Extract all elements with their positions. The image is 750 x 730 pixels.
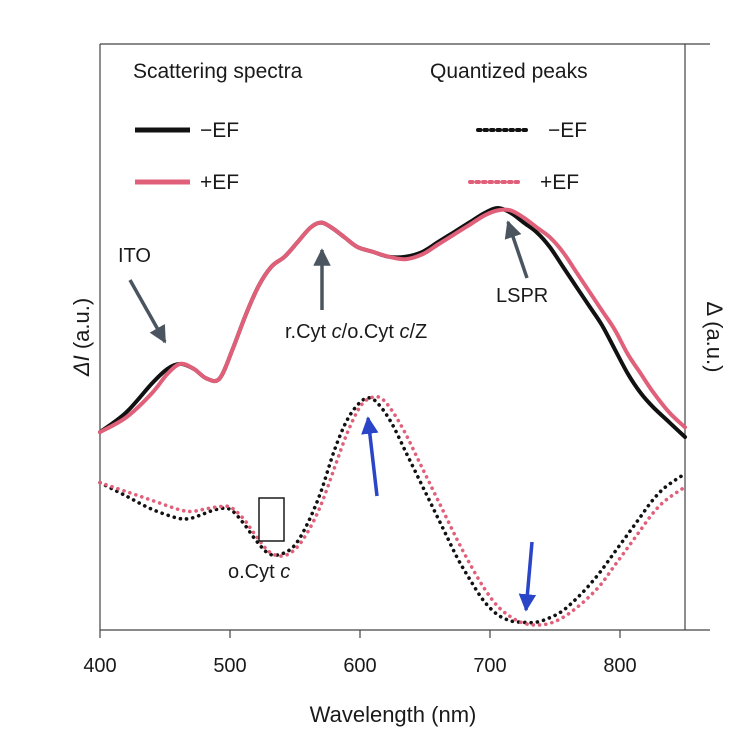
legend-quantized-neg-label: −EF [548, 119, 587, 142]
x-tick-label-400: 400 [83, 655, 116, 677]
annotation-rcyt-prefix: r.Cyt [285, 321, 332, 343]
ocyt-highlight-box [258, 497, 285, 542]
legend-scattering-heading: Scattering spectra [133, 60, 303, 83]
x-tick-label-500: 500 [213, 655, 246, 677]
annotation-rcyt-join: /o.Cyt [342, 321, 400, 343]
annotation-ocyt-prefix: o.Cyt [228, 561, 280, 583]
annotation-rcyt: r.Cyt c/o.Cyt c/Z [285, 321, 427, 343]
annotation-rcyt-suffix: /Z [409, 321, 427, 343]
scattering-pos-ef-line [98, 207, 687, 435]
quantized-pos-ef-line [98, 394, 687, 627]
annotation-ito: ITO [118, 245, 151, 267]
y-axis-title-left: ΔI (a.u.) [69, 298, 94, 377]
legend-quantized-heading: Quantized peaks [430, 60, 588, 83]
legend-scattering-neg-label: −EF [200, 119, 239, 142]
arrow-ito [128, 279, 167, 344]
annotation-ocyt: o.Cyt c [228, 561, 290, 583]
annotation-lspr: LSPR [496, 285, 548, 307]
annotation-ocyt-c: c [280, 561, 290, 583]
y-axis-title-right: Δ (a.u.) [702, 302, 727, 373]
x-axis-ticks: 400 500 600 700 800 [83, 630, 637, 677]
legend-scattering-pos-label: +EF [200, 171, 239, 194]
x-tick-label-800: 800 [603, 655, 636, 677]
arrow-lspr [504, 220, 529, 279]
x-tick-label-700: 700 [473, 655, 506, 677]
annotation-rcyt-c2: c [399, 321, 409, 343]
arrow-blue-trough [518, 541, 537, 612]
x-tick-label-600: 600 [343, 655, 376, 677]
series-group [98, 206, 687, 627]
arrow-blue-peak [361, 416, 379, 497]
quantized-neg-ef-line [98, 396, 687, 625]
annotation-rcyt-c1: c [332, 321, 342, 343]
legend-quantized-pos-label: +EF [540, 171, 579, 194]
y-axis-title-left-symbol: ΔI [69, 355, 94, 377]
y-axis-title-left-unit: (a.u.) [69, 298, 94, 355]
x-axis-title: Wavelength (nm) [310, 702, 477, 727]
